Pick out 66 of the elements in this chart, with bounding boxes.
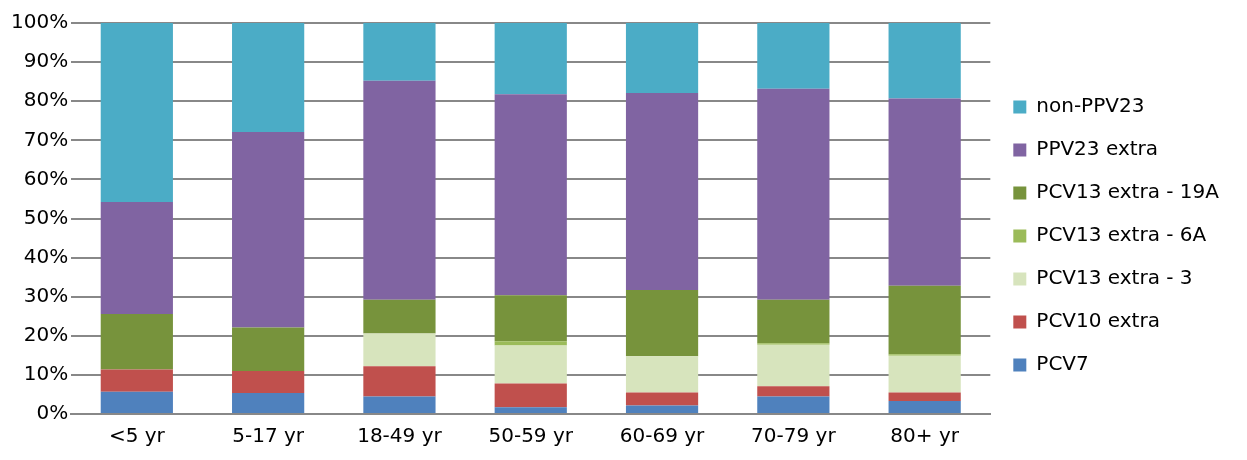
x-tick-label: 50-59 yr: [488, 423, 574, 448]
bar: [494, 295, 567, 342]
bar: [494, 341, 567, 346]
bar: [363, 299, 436, 334]
bar: [625, 405, 699, 413]
y-tick-label: 60%: [23, 165, 69, 190]
x-tick-label: 80+ yr: [890, 423, 960, 448]
y-tick-label: 100%: [10, 9, 69, 34]
bar: [232, 23, 305, 133]
bar: [625, 356, 699, 393]
bar: [363, 333, 436, 367]
bar: [625, 290, 699, 357]
y-tick-label: 40%: [23, 243, 69, 268]
y-tick-label: 20%: [23, 322, 69, 346]
bar: [494, 345, 567, 384]
x-tick-label: 5-17 yr: [232, 423, 305, 448]
bar: [100, 369, 173, 392]
bar: [757, 299, 830, 344]
bar: [888, 285, 961, 355]
x-tick-label: 70-79 yr: [751, 423, 837, 448]
bar: [100, 391, 173, 413]
legend-label: PCV13 extra - 6A: [1036, 222, 1207, 247]
bar: [232, 327, 305, 371]
bar: [363, 80, 436, 300]
legend-label: non-PPV23: [1036, 93, 1145, 118]
bar: [888, 23, 961, 99]
bar: [232, 392, 305, 413]
bar: [494, 94, 567, 296]
bar: [888, 98, 961, 286]
bar: [888, 355, 961, 393]
bar: [888, 401, 961, 413]
x-tick-label: <5 yr: [108, 423, 166, 448]
legend-label: PCV13 extra - 19A: [1036, 179, 1220, 204]
bar: [100, 313, 173, 370]
bar: [494, 383, 567, 408]
bar: [757, 386, 830, 397]
bar: [494, 407, 567, 413]
bar: [888, 392, 961, 402]
y-tick-label: 80%: [23, 87, 69, 112]
bar: [363, 23, 436, 81]
y-tick-label: 10%: [23, 361, 69, 386]
x-tick-label: 18-49 yr: [357, 423, 443, 448]
legend-label: PCV10 extra: [1036, 308, 1160, 333]
bar: [757, 88, 830, 300]
y-tick-label: 30%: [23, 282, 69, 307]
y-tick-label: 50%: [23, 204, 69, 229]
bar: [100, 202, 173, 314]
legend-label: PCV13 extra - 3: [1036, 265, 1193, 290]
bar: [232, 370, 305, 393]
x-tick-label: 60-69 yr: [619, 423, 706, 448]
bar: [363, 396, 436, 413]
y-tick-label: 70%: [23, 126, 69, 151]
y-tick-label: 90%: [23, 48, 69, 73]
legend-label: PPV23 extra: [1036, 136, 1159, 161]
bar: [757, 396, 830, 413]
bar: [757, 23, 830, 89]
bar: [757, 344, 830, 387]
bar: [363, 366, 436, 397]
bar: [625, 23, 699, 93]
bar: [100, 23, 173, 203]
legend-label: PCV7: [1036, 351, 1089, 376]
bar: [625, 392, 699, 406]
y-tick-label: 0%: [36, 400, 69, 425]
bar: [494, 23, 567, 95]
bar: [625, 92, 699, 291]
bar: [232, 132, 305, 328]
